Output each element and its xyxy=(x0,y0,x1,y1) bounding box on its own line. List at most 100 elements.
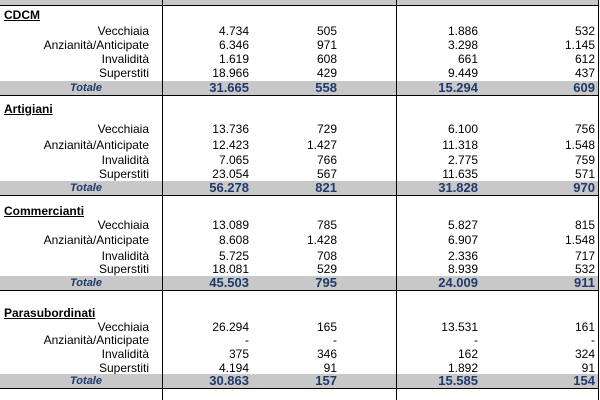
total-label: Totale xyxy=(70,82,102,94)
value-cell: 7.065 xyxy=(218,153,249,167)
section-rule xyxy=(0,95,599,96)
value-cell: 766 xyxy=(316,153,337,167)
column-divider xyxy=(162,0,163,400)
total-value: 821 xyxy=(315,180,337,195)
row-label: Superstiti xyxy=(98,167,149,181)
value-cell: 529 xyxy=(316,262,337,276)
value-cell: 8.608 xyxy=(218,233,249,247)
value-cell: - xyxy=(333,333,337,347)
row-label: Superstiti xyxy=(98,361,149,375)
table-row: Invalidità 7.065 766 2.775 759 xyxy=(0,153,599,167)
row-label: Superstiti xyxy=(98,66,149,80)
table-row: Vecchiaia 26.294 165 13.531 161 xyxy=(0,320,599,334)
row-label: Vecchiaia xyxy=(97,218,149,232)
value-cell: 532 xyxy=(574,24,595,38)
value-cell: 4.734 xyxy=(218,24,249,38)
total-value: 15.585 xyxy=(438,373,478,388)
total-value: 24.009 xyxy=(438,275,478,290)
value-cell: 1.548 xyxy=(564,233,595,247)
section-title-artigiani: Artigiani xyxy=(4,102,53,116)
table-row: Superstiti 4.194 91 1.892 91 xyxy=(0,361,599,375)
table-row: Superstiti 18.081 529 8.939 532 xyxy=(0,262,599,276)
total-value: 31.828 xyxy=(438,180,478,195)
value-cell: 375 xyxy=(228,347,249,361)
value-cell: 785 xyxy=(316,218,337,232)
value-cell: 346 xyxy=(316,347,337,361)
value-cell: 165 xyxy=(316,320,337,334)
table-row: Superstiti 18.966 429 9.449 437 xyxy=(0,66,599,80)
total-value: 154 xyxy=(573,373,595,388)
section-title-parasubordinati: Parasubordinati xyxy=(4,306,96,320)
total-value: 157 xyxy=(315,373,337,388)
section-rule xyxy=(0,195,599,196)
value-cell: 815 xyxy=(574,218,595,232)
value-cell: 13.531 xyxy=(441,320,478,334)
value-cell: 429 xyxy=(316,66,337,80)
value-cell: 13.089 xyxy=(212,218,249,232)
value-cell: 1.145 xyxy=(564,38,595,52)
value-cell: 661 xyxy=(457,52,478,66)
total-value: 15.294 xyxy=(438,80,478,95)
value-cell: 1.892 xyxy=(447,361,478,375)
total-label: Totale xyxy=(70,182,102,194)
total-row: Totale 56.278 821 31.828 970 xyxy=(0,181,599,195)
row-label: Superstiti xyxy=(98,262,149,276)
total-label: Totale xyxy=(70,277,102,289)
value-cell: 1.548 xyxy=(564,138,595,152)
value-cell: 6.100 xyxy=(447,122,478,136)
row-label: Invalidità xyxy=(101,52,149,66)
row-label: Anzianità/Anticipate xyxy=(43,138,149,152)
value-cell: 6.346 xyxy=(218,38,249,52)
section-rule xyxy=(0,290,599,291)
table-row: Vecchiaia 4.734 505 1.886 532 xyxy=(0,24,599,38)
total-row: Totale 45.503 795 24.009 911 xyxy=(0,276,599,290)
value-cell: 5.725 xyxy=(218,249,249,263)
value-cell: 532 xyxy=(574,262,595,276)
value-cell: 11.635 xyxy=(442,167,478,181)
value-cell: 2.336 xyxy=(447,249,478,263)
table-row: Anzianità/Anticipate 12.423 1.427 11.318… xyxy=(0,138,599,152)
column-divider xyxy=(598,0,599,400)
value-cell: 971 xyxy=(316,38,337,52)
value-cell: 571 xyxy=(574,167,595,181)
total-label: Totale xyxy=(70,375,102,387)
value-cell: 612 xyxy=(574,52,595,66)
row-label: Anzianità/Anticipate xyxy=(43,233,149,247)
value-cell: 12.423 xyxy=(212,138,249,152)
top-rule xyxy=(0,5,599,6)
value-cell: 5.827 xyxy=(447,218,478,232)
value-cell: 567 xyxy=(316,167,337,181)
value-cell: 91 xyxy=(581,361,595,375)
value-cell: 9.449 xyxy=(447,66,478,80)
value-cell: 8.939 xyxy=(447,262,478,276)
table-row: Vecchiaia 13.736 729 6.100 756 xyxy=(0,122,599,136)
value-cell: 162 xyxy=(457,347,478,361)
value-cell: 6.907 xyxy=(447,233,478,247)
table-row: Anzianità/Anticipate - - - - xyxy=(0,333,599,347)
value-cell: 324 xyxy=(574,347,595,361)
section-rule xyxy=(0,388,599,389)
value-cell: 18.966 xyxy=(212,66,249,80)
value-cell: 505 xyxy=(316,24,337,38)
previous-total-strip xyxy=(0,0,599,5)
column-divider xyxy=(396,0,397,400)
row-label: Vecchiaia xyxy=(97,24,149,38)
value-cell: 91 xyxy=(323,361,337,375)
value-cell: - xyxy=(591,333,595,347)
total-value: 911 xyxy=(574,275,595,290)
value-cell: 437 xyxy=(574,66,595,80)
value-cell: 11.318 xyxy=(442,138,478,152)
table-row: Anzianità/Anticipate 6.346 971 3.298 1.1… xyxy=(0,38,599,52)
total-row: Totale 30.863 157 15.585 154 xyxy=(0,374,599,388)
total-value: 56.278 xyxy=(209,180,249,195)
total-value: 970 xyxy=(573,180,595,195)
value-cell: 26.294 xyxy=(212,320,249,334)
value-cell: 708 xyxy=(316,249,337,263)
row-label: Vecchiaia xyxy=(97,320,149,334)
table-row: Invalidità 1.619 608 661 612 xyxy=(0,52,599,66)
row-label: Anzianità/Anticipate xyxy=(43,333,149,347)
total-value: 609 xyxy=(573,80,595,95)
value-cell: 161 xyxy=(574,320,595,334)
total-value: 30.863 xyxy=(209,373,249,388)
value-cell: 759 xyxy=(574,153,595,167)
